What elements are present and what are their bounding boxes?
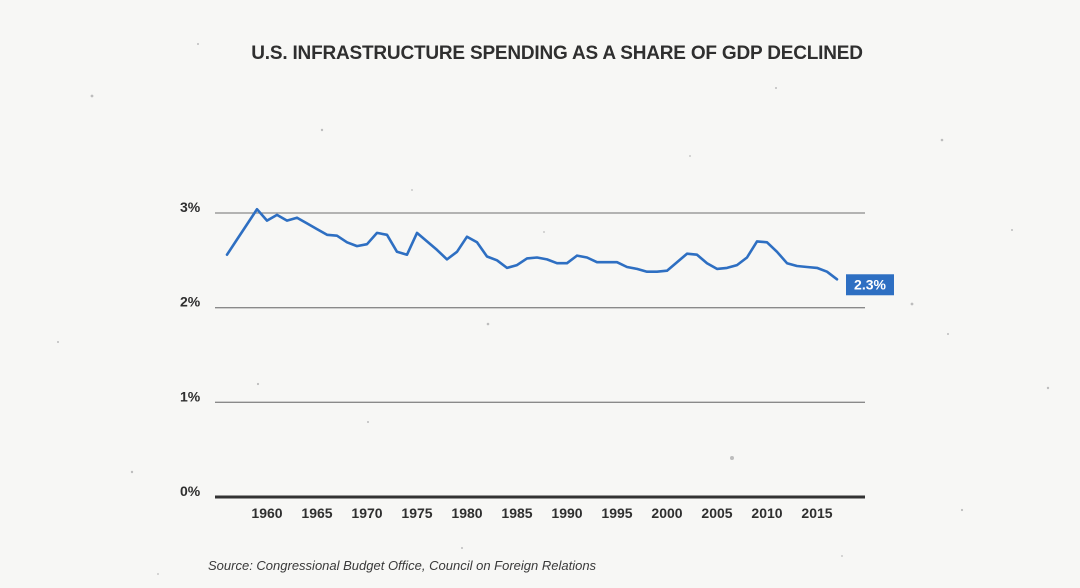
x-tick-label: 1985 — [501, 505, 532, 521]
x-tick-label: 1995 — [601, 505, 632, 521]
source-note: Source: Congressional Budget Office, Cou… — [208, 558, 597, 573]
x-tick-label: 1970 — [351, 505, 382, 521]
x-tick-label: 1980 — [451, 505, 482, 521]
y-tick-label: 3% — [180, 199, 201, 215]
x-tick-label: 1960 — [251, 505, 282, 521]
y-tick-label: 2% — [180, 294, 201, 310]
series-line — [225, 207, 839, 281]
end-value-badge — [846, 274, 894, 296]
x-tick-label: 1965 — [301, 505, 332, 521]
chart-title: U.S. INFRASTRUCTURE SPENDING AS A SHARE … — [251, 43, 863, 64]
y-tick-label: 1% — [180, 388, 201, 404]
x-tick-label: 1975 — [401, 505, 432, 521]
end-value-label: 2.3% — [854, 276, 886, 292]
y-tick-label: 0% — [180, 483, 201, 499]
x-tick-label: 2010 — [751, 505, 782, 521]
x-tick-label: 2000 — [651, 505, 682, 521]
x-tick-label: 2015 — [801, 505, 832, 521]
x-tick-label: 2005 — [701, 505, 732, 521]
x-tick-label: 1990 — [551, 505, 582, 521]
